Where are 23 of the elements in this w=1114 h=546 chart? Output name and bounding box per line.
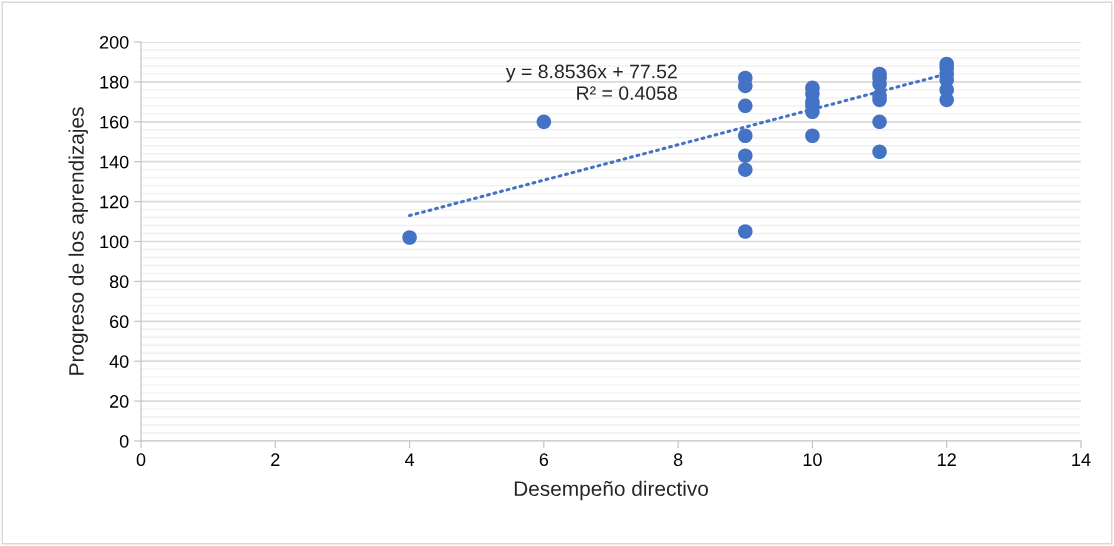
y-axis-title: Progreso de los aprendizajes (68, 107, 88, 375)
x-tick-label: 8 (673, 453, 683, 467)
y-tick-label: 60 (110, 315, 129, 329)
annotation: R² = 0.4058 (577, 86, 677, 100)
y-tick-label: 0 (119, 434, 129, 448)
annotation: y = 8.8536x + 77.52 (505, 64, 677, 83)
x-tick-label: 12 (938, 453, 956, 466)
y-tick-label: 20 (110, 395, 129, 408)
y-tick-label: 160 (100, 115, 129, 129)
x-tick-label: 4 (404, 453, 415, 466)
y-tick-label: 80 (109, 275, 129, 289)
y-tick-label: 180 (100, 75, 129, 89)
y-tick-label: 120 (100, 195, 129, 209)
x-tick-label: 14 (1072, 453, 1091, 466)
y-tick-label: 100 (100, 235, 129, 249)
y-tick-label: 140 (100, 155, 129, 169)
y-tick-label: 40 (109, 355, 129, 368)
x-tick-label: 6 (539, 453, 549, 467)
x-axis-title: Desempeño directivo (514, 480, 708, 501)
y-tick-label: 200 (99, 35, 129, 49)
x-tick-label: 2 (271, 453, 280, 466)
x-tick-label: 10 (803, 453, 822, 467)
x-tick-label: 0 (136, 453, 146, 467)
